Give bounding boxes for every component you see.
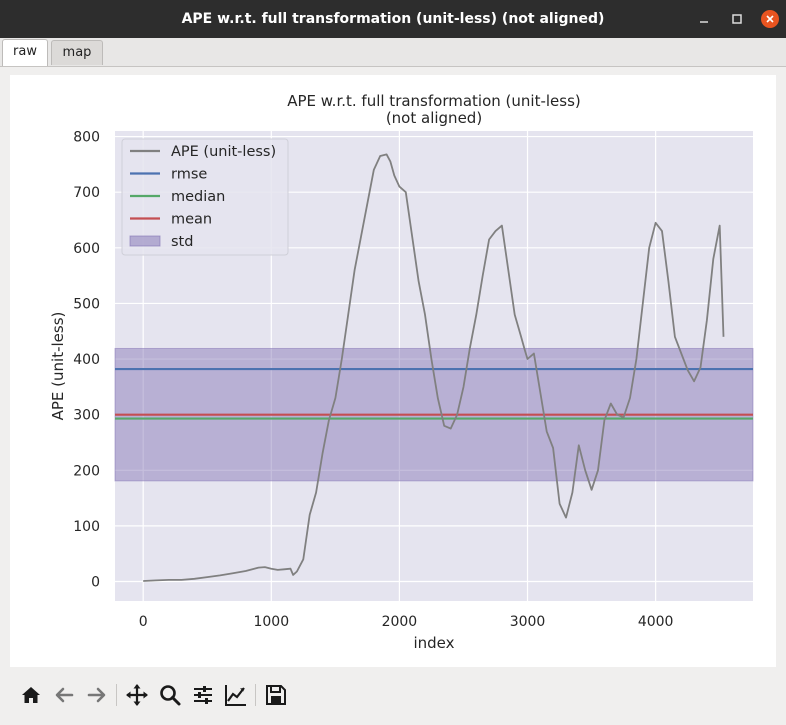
tab-map[interactable]: map: [51, 40, 103, 65]
x-axis-label: index: [413, 634, 454, 652]
ape-chart: 0 1000 2000 3000 4000 0 100 200 300 400 500 600 700 8…: [49, 92, 754, 652]
legend-label: std: [171, 234, 193, 250]
x-tick-label: 2000: [382, 614, 418, 630]
edit-axis-button[interactable]: [223, 682, 249, 708]
tab-bar: raw map: [0, 38, 786, 67]
back-button[interactable]: [51, 682, 77, 708]
maximize-button[interactable]: [728, 10, 746, 28]
y-tick-label: 200: [73, 463, 100, 479]
close-icon: [766, 15, 774, 23]
y-tick-label: 400: [73, 352, 100, 368]
y-tick-label: 700: [73, 185, 100, 201]
tab-raw[interactable]: raw: [2, 39, 48, 66]
legend-label: APE (unit-less): [171, 144, 276, 160]
navigation-toolbar: [0, 672, 786, 717]
legend-label: mean: [171, 212, 212, 228]
pan-icon: [126, 684, 148, 706]
window-title: APE w.r.t. full transformation (unit-les…: [181, 11, 605, 27]
y-axis-label: APE (unit-less): [49, 312, 67, 421]
y-tick-label: 600: [73, 241, 100, 257]
toolbar-separator: [116, 684, 117, 706]
maximize-icon: [732, 14, 742, 24]
forward-arrow-icon: [87, 687, 106, 703]
x-tick-label: 1000: [253, 614, 289, 630]
y-tick-label: 800: [73, 130, 100, 146]
close-button[interactable]: [761, 10, 779, 28]
save-icon: [266, 685, 286, 705]
y-tick-label: 300: [73, 408, 100, 424]
zoom-button[interactable]: [157, 682, 183, 708]
y-tick-label: 0: [91, 575, 100, 591]
toolbar-separator: [255, 684, 256, 706]
home-button[interactable]: [18, 682, 44, 708]
title-bar: APE w.r.t. full transformation (unit-les…: [0, 0, 786, 38]
x-tick-label: 4000: [638, 614, 674, 630]
forward-button[interactable]: [84, 682, 110, 708]
chart-subtitle: (not aligned): [386, 109, 482, 127]
zoom-icon: [160, 685, 181, 706]
figure-canvas: 0 1000 2000 3000 4000 0 100 200 300 400 500 600 700 8…: [10, 75, 776, 667]
legend-label: median: [171, 189, 225, 205]
chart-title: APE w.r.t. full transformation (unit-les…: [287, 92, 581, 110]
edit-axis-icon: [225, 685, 246, 706]
minimize-icon: [700, 21, 708, 23]
x-tick-label: 0: [139, 614, 148, 630]
y-tick-label: 100: [73, 519, 100, 535]
subplots-config-icon: [194, 686, 212, 704]
legend-label: rmse: [171, 167, 207, 183]
legend-box: [121, 138, 289, 256]
pan-button[interactable]: [124, 682, 150, 708]
y-tick-label: 500: [73, 296, 100, 312]
x-tick-label: 3000: [510, 614, 546, 630]
save-button[interactable]: [263, 682, 289, 708]
minimize-button[interactable]: [695, 10, 713, 28]
back-arrow-icon: [55, 687, 74, 703]
legend-swatch-std: [129, 235, 161, 247]
ape-series-line: [143, 153, 725, 582]
home-icon: [22, 687, 40, 703]
configure-subplots-button[interactable]: [190, 682, 216, 708]
